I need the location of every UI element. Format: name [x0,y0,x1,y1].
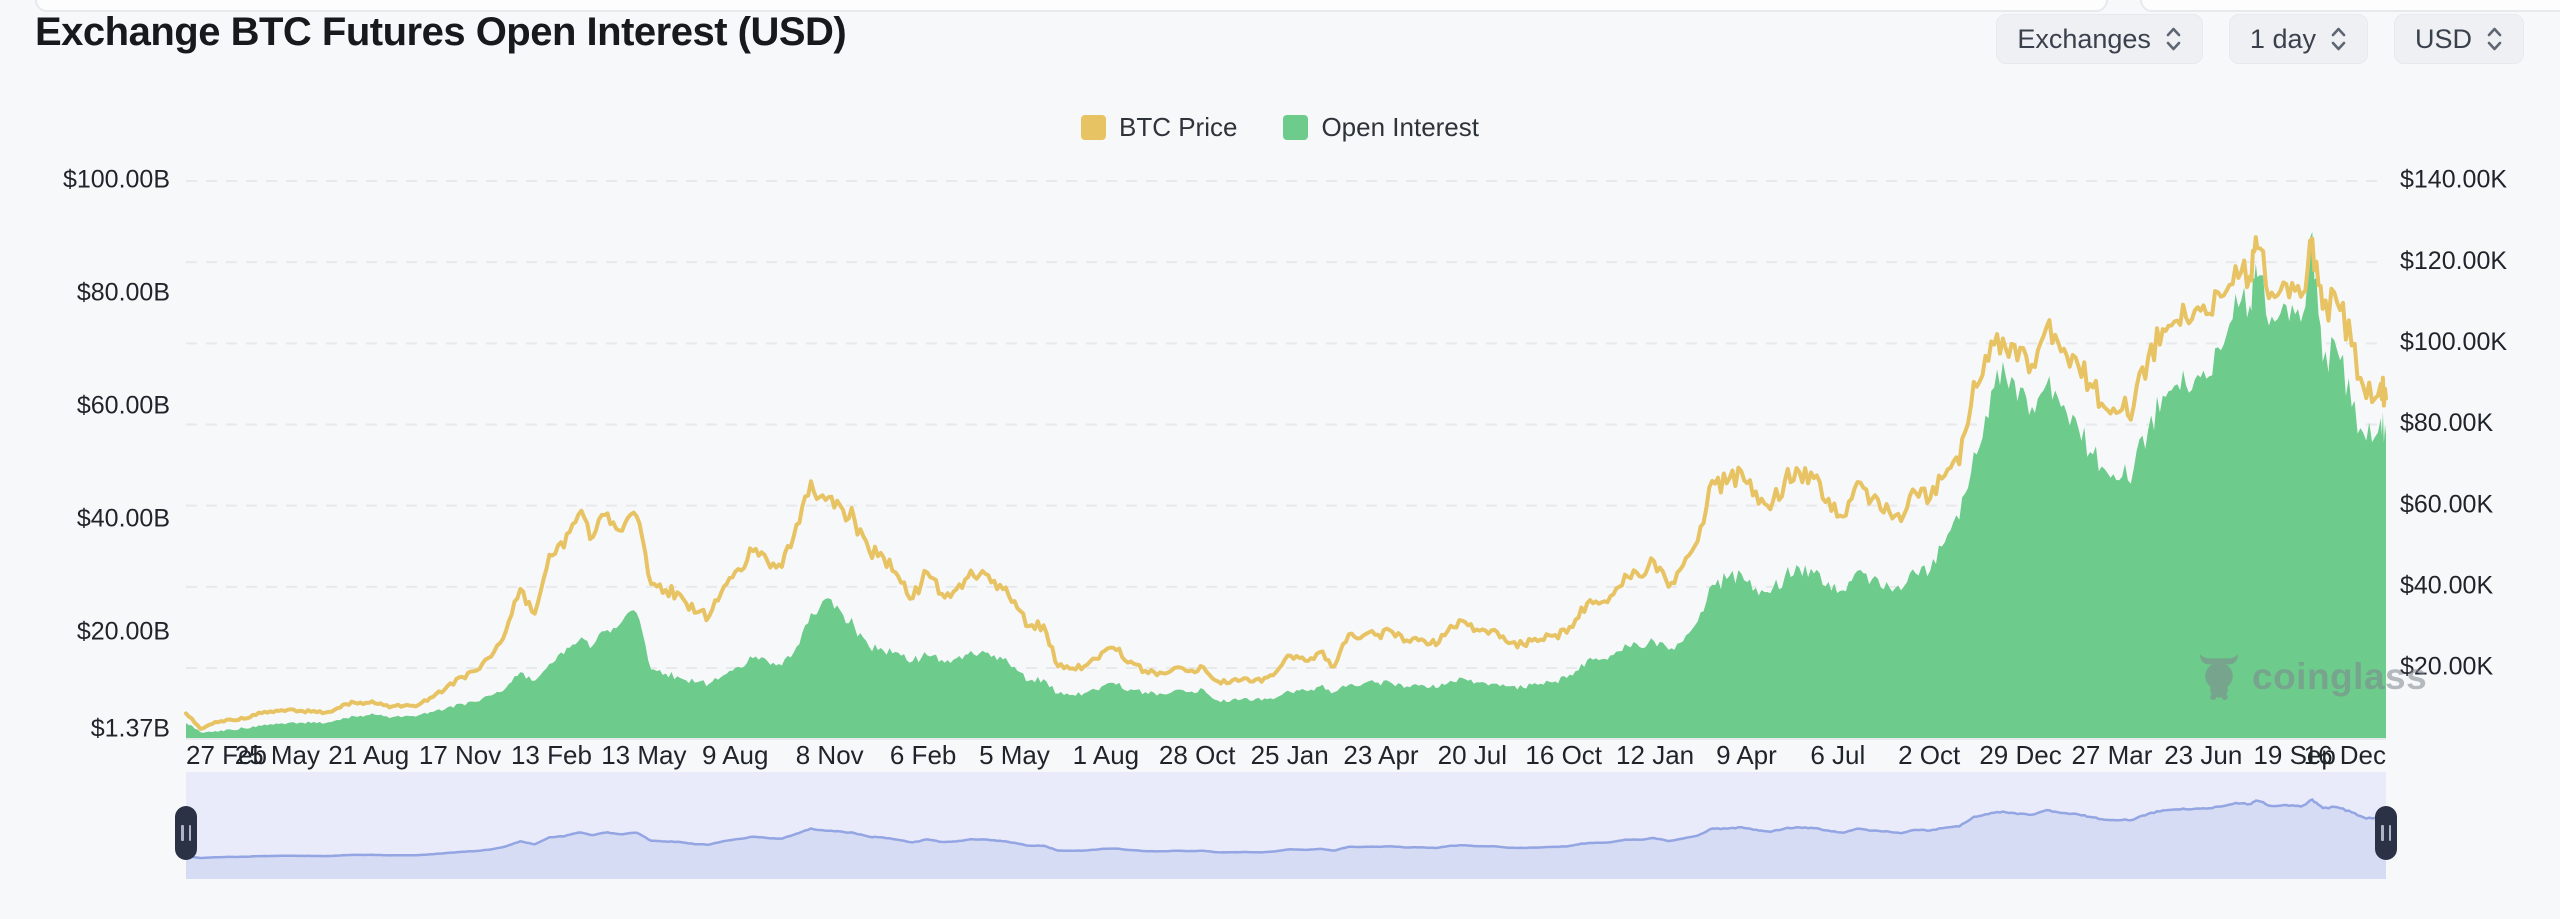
top-cutoff-card-right [2140,0,2560,12]
legend-item-btc-price[interactable]: BTC Price [1080,112,1238,143]
svg-text:13 Feb: 13 Feb [511,740,592,770]
range-navigator[interactable] [186,772,2386,879]
svg-text:13 May: 13 May [601,740,686,770]
legend-item-open-interest[interactable]: Open Interest [1283,112,1479,143]
svg-text:$80.00K: $80.00K [2400,409,2493,437]
svg-text:25 May: 25 May [235,740,320,770]
open-interest-swatch [1283,115,1309,140]
svg-text:20 Jul: 20 Jul [1438,740,1507,770]
svg-text:5 May: 5 May [979,740,1050,770]
up-down-chevron-icon [2331,27,2346,51]
svg-text:2 Oct: 2 Oct [1898,740,1961,770]
svg-text:17 Nov: 17 Nov [419,740,501,770]
svg-text:$1.37B: $1.37B [91,715,170,743]
legend-label-open-interest: Open Interest [1321,112,1479,142]
currency-dropdown-label: USD [2414,23,2472,54]
chart-legend: BTC Price Open Interest [0,112,2560,143]
svg-text:6 Jul: 6 Jul [1810,740,1865,770]
svg-text:25 Jan: 25 Jan [1251,740,1329,770]
interval-dropdown[interactable]: 1 day [2228,14,2368,64]
btc-price-swatch [1080,115,1106,140]
svg-text:$40.00B: $40.00B [77,504,170,532]
svg-text:1 Aug: 1 Aug [1073,740,1140,770]
svg-text:19 Sep: 19 Sep [2253,740,2335,770]
svg-text:$40.00K: $40.00K [2400,571,2493,599]
exchanges-dropdown-label: Exchanges [2017,23,2151,54]
svg-text:28 Oct: 28 Oct [1159,740,1236,770]
svg-text:16 Oct: 16 Oct [1525,740,1602,770]
svg-text:27 Feb: 27 Feb [186,740,267,770]
exchanges-dropdown[interactable]: Exchanges [1996,14,2203,64]
svg-text:6 Feb: 6 Feb [890,740,957,770]
svg-text:27 Mar: 27 Mar [2071,740,2152,770]
navigator-minichart [186,798,2386,879]
svg-text:21 Aug: 21 Aug [328,740,409,770]
up-down-chevron-icon [2166,27,2181,51]
navigator-right-handle[interactable] [2375,806,2397,860]
svg-text:$60.00B: $60.00B [77,392,170,420]
svg-text:$20.00B: $20.00B [77,617,170,645]
page-title: Exchange BTC Futures Open Interest (USD) [35,10,847,54]
svg-text:12 Jan: 12 Jan [1616,740,1694,770]
svg-text:$60.00K: $60.00K [2400,490,2493,518]
svg-text:$80.00B: $80.00B [77,279,170,307]
legend-label-btc-price: BTC Price [1118,112,1238,142]
svg-text:9 Apr: 9 Apr [1716,740,1777,770]
svg-text:$20.00K: $20.00K [2400,653,2493,681]
svg-text:$100.00K: $100.00K [2400,328,2507,356]
svg-text:23 Apr: 23 Apr [1343,740,1419,770]
navigator-left-handle[interactable] [175,806,197,860]
svg-text:16 Dec: 16 Dec [2304,740,2386,770]
svg-text:$140.00K: $140.00K [2400,166,2507,194]
svg-text:$100.00B: $100.00B [63,166,170,194]
svg-text:$120.00K: $120.00K [2400,247,2507,275]
svg-text:29 Dec: 29 Dec [1979,740,2061,770]
currency-dropdown[interactable]: USD [2393,14,2524,64]
up-down-chevron-icon [2487,27,2502,51]
svg-text:23 Jun: 23 Jun [2164,740,2242,770]
svg-text:8 Nov: 8 Nov [796,740,864,770]
svg-text:9 Aug: 9 Aug [702,740,769,770]
interval-dropdown-label: 1 day [2249,23,2316,54]
chart-controls: Exchanges 1 day USD [1996,14,2524,64]
